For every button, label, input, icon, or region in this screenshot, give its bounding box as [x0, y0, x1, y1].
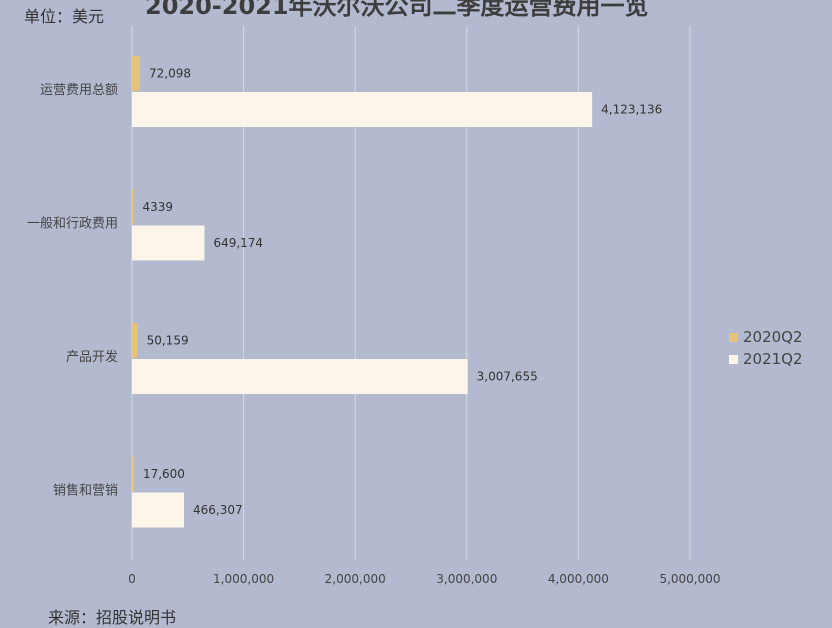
x-tick-label: 1,000,000 [213, 572, 274, 586]
data-label: 3,007,655 [477, 370, 538, 384]
data-label: 4339 [143, 200, 174, 214]
data-label: 466,307 [193, 503, 243, 517]
legend-item-2021q2: 2021Q2 [729, 348, 803, 370]
category-label: 销售和营销 [53, 483, 118, 499]
category-label: 运营费用总额 [40, 83, 118, 98]
source-note: 来源：招股说明书 [48, 608, 177, 627]
bar-2021q2 [132, 92, 593, 127]
legend-label-2021q2: 2021Q2 [743, 350, 803, 368]
data-label: 72,098 [149, 67, 191, 81]
category-label: 产品开发 [66, 349, 118, 365]
category-label: 一般和行政费用 [27, 216, 118, 232]
x-tick-label: 3,000,000 [436, 572, 497, 586]
legend-swatch-2021q2 [729, 354, 738, 364]
bar-2020q2 [132, 189, 134, 225]
x-tick-label: 2,000,000 [325, 572, 386, 586]
legend: 2020Q2 2021Q2 [729, 326, 803, 370]
data-label: 4,123,136 [601, 103, 662, 117]
unit-label: 单位：美元 [24, 7, 105, 26]
x-tick-label: 4,000,000 [548, 572, 609, 586]
x-tick-label: 0 [128, 572, 136, 586]
data-label: 649,174 [213, 236, 263, 250]
legend-swatch-2020q2 [729, 332, 738, 342]
bar-2020q2 [132, 323, 138, 358]
legend-item-2020q2: 2020Q2 [729, 326, 803, 348]
bar-2021q2 [132, 359, 468, 394]
x-tick-label: 5,000,000 [659, 572, 720, 586]
bar-2021q2 [132, 492, 185, 528]
bar-2021q2 [132, 225, 205, 261]
bar-2020q2 [132, 56, 141, 91]
bar-2020q2 [132, 456, 134, 492]
legend-label-2020q2: 2020Q2 [743, 328, 803, 346]
data-label: 50,159 [147, 334, 189, 348]
data-label: 17,600 [143, 467, 185, 481]
chart-title: 2020-2021年沃尔沃公司二季度运营费用一览 [145, 0, 649, 20]
